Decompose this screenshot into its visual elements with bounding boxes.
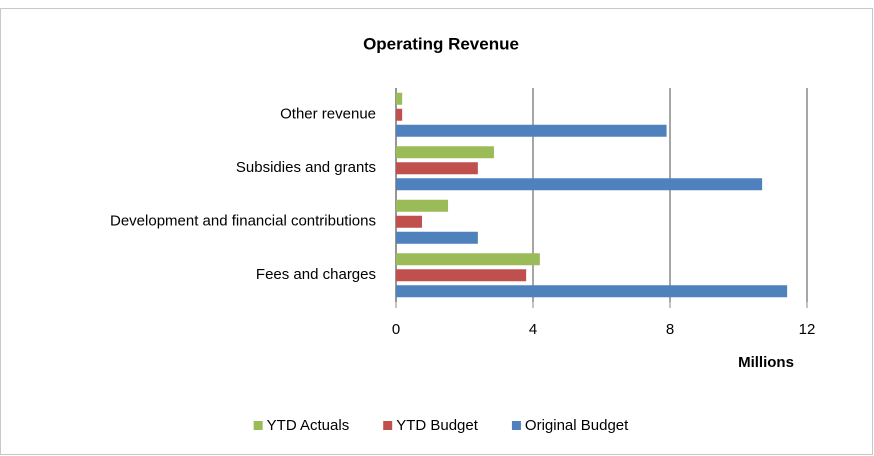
legend-label: YTD Budget <box>396 417 479 434</box>
bar <box>396 269 527 282</box>
x-tick-label: 8 <box>666 321 674 338</box>
bar <box>396 108 403 121</box>
bar <box>396 92 403 105</box>
bar <box>396 231 478 244</box>
legend-swatch <box>253 421 263 430</box>
x-tick-label: 12 <box>799 321 816 338</box>
bar <box>396 146 494 159</box>
x-tick-label: 0 <box>392 321 400 338</box>
y-tick-label: Subsidies and grants <box>236 159 376 176</box>
bar <box>396 178 763 191</box>
legend-label: YTD Actuals <box>267 417 350 434</box>
chart-title: Operating Revenue <box>363 34 519 53</box>
y-tick-label: Development and financial contributions <box>110 213 376 230</box>
bar <box>396 215 423 228</box>
legend-swatch <box>511 421 521 430</box>
bar <box>396 253 540 266</box>
legend-swatch <box>383 421 393 430</box>
x-tick-label: 4 <box>529 321 537 338</box>
y-tick-label: Other revenue <box>280 106 376 123</box>
chart-frame <box>0 8 873 455</box>
bar <box>396 162 478 175</box>
y-tick-label: Fees and charges <box>256 266 376 283</box>
bar <box>396 285 788 298</box>
bar <box>396 199 449 212</box>
legend-label: Original Budget <box>525 417 629 434</box>
x-axis-title: Millions <box>738 354 794 371</box>
bar <box>396 124 667 137</box>
